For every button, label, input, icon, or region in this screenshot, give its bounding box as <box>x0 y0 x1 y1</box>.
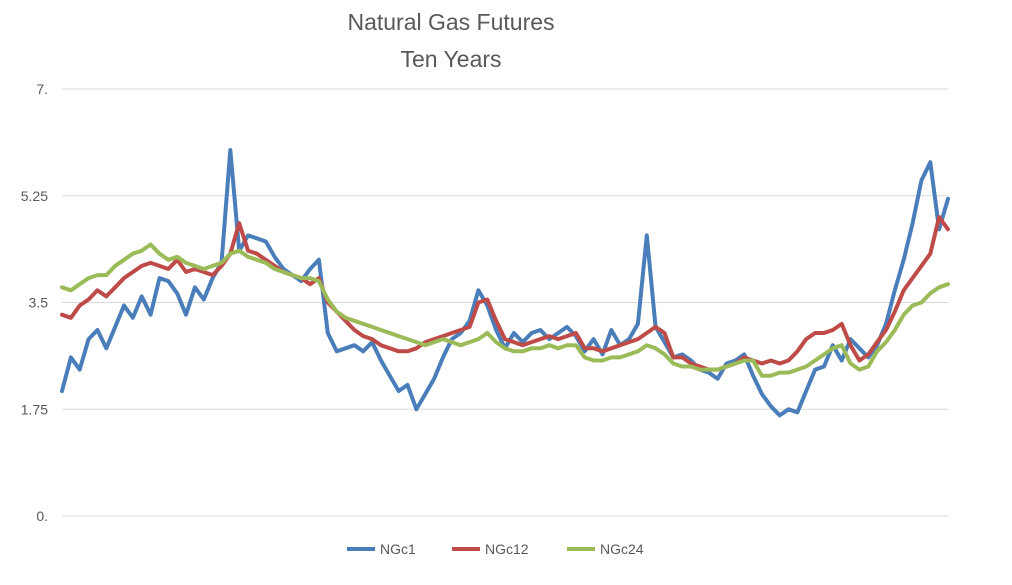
series-line-ngc1 <box>60 148 950 418</box>
legend-label-ngc24: NGc24 <box>600 541 644 557</box>
series-lines <box>60 148 950 418</box>
series-line-ngc12 <box>60 215 950 372</box>
y-tick-label: 0. <box>36 508 48 524</box>
legend: NGc1 NGc12 NGc24 <box>347 541 644 557</box>
y-tick-label: 3.5 <box>29 295 49 311</box>
chart-title-line-2: Ten Years <box>400 46 501 72</box>
series-line-ngc24 <box>60 242 950 378</box>
y-tick-label: 1.75 <box>21 401 48 417</box>
legend-label-ngc12: NGc12 <box>485 541 529 557</box>
y-tick-label: 5.25 <box>21 188 48 204</box>
y-axis-ticks: 0. 1.75 3.5 5.25 7. <box>21 81 48 524</box>
gridlines <box>62 88 948 517</box>
y-tick-label: 7. <box>36 81 48 97</box>
legend-label-ngc1: NGc1 <box>380 541 416 557</box>
chart-title-line-1: Natural Gas Futures <box>347 9 554 35</box>
